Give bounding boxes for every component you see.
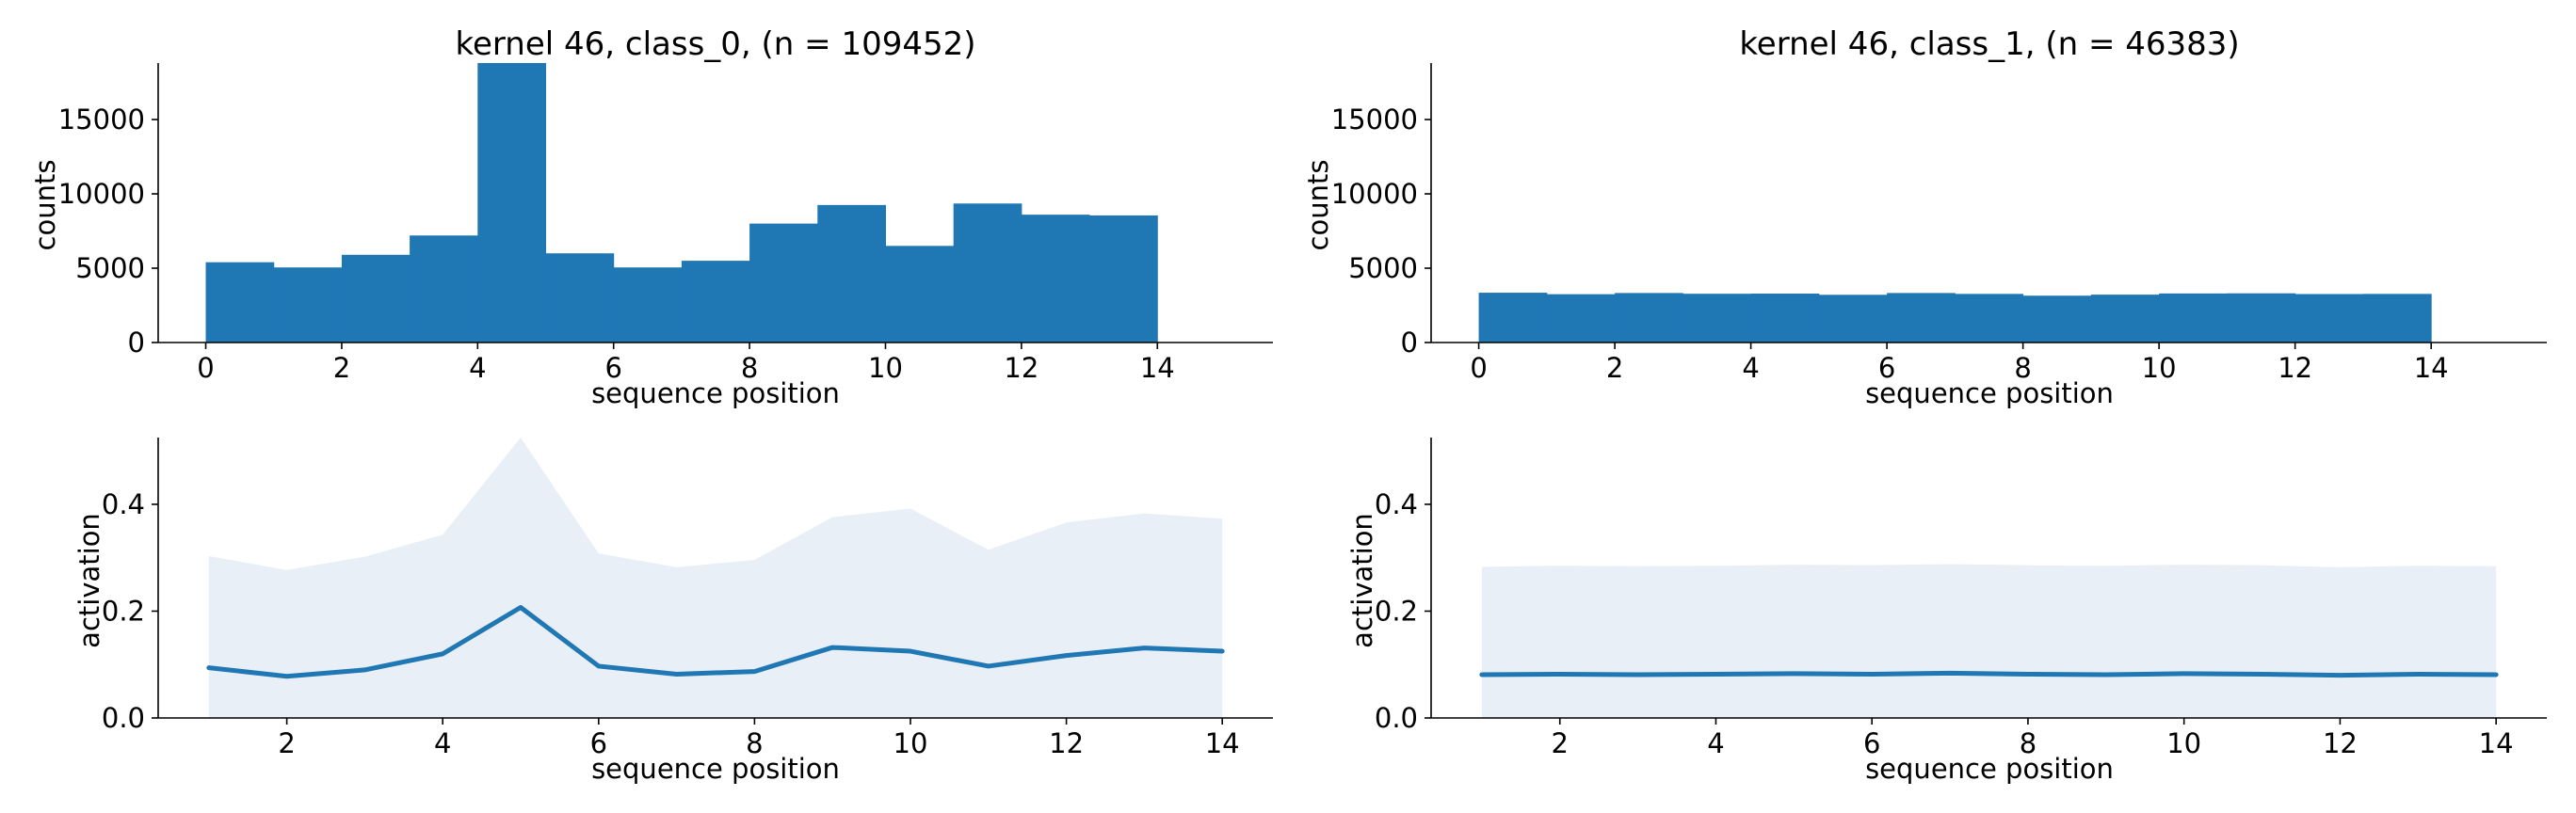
x-tick-label: 4 <box>1742 352 1759 384</box>
activation-band <box>1481 564 2497 718</box>
x-tick-label: 10 <box>2142 352 2177 384</box>
y-tick-label: 5000 <box>1348 252 1418 284</box>
panel-class0-activation: 2 4 6 8 10 12 14 0.0 0.2 0.4 sequence position ac… <box>73 438 1273 785</box>
plot-area: 0 2 4 6 8 10 12 14 0 5000 10000 15000 <box>58 63 1273 384</box>
histogram-bar <box>477 63 547 343</box>
histogram-bar <box>2159 293 2228 343</box>
y-tick-label: 0 <box>1401 327 1418 359</box>
y-tick-label: 0.2 <box>102 595 145 627</box>
y-tick-label: 15000 <box>58 104 145 136</box>
histogram-bar <box>1546 294 1616 343</box>
x-axis-label: sequence position <box>591 753 840 785</box>
panel-class1-activation: 2 4 6 8 10 12 14 0.0 0.2 0.4 sequence position ac… <box>1346 438 2547 785</box>
x-tick-label: 12 <box>1004 352 1038 384</box>
histogram-bar <box>1478 293 1548 343</box>
x-tick-label: 4 <box>469 352 486 384</box>
x-tick-label: 8 <box>2014 352 2031 384</box>
plot-area: 2 4 6 8 10 12 14 0.0 0.2 0.4 <box>1375 438 2547 759</box>
x-tick-label: 2 <box>333 352 350 384</box>
x-tick-label: 14 <box>1140 352 1175 384</box>
x-tick-label: 14 <box>2414 352 2449 384</box>
panel-class1-histogram: kernel 46, class_1, (n = 46383) 0 2 4 6 8 10 1… <box>1302 25 2547 409</box>
y-axis-label: counts <box>1302 160 1334 251</box>
histogram-bar <box>1682 294 1752 343</box>
x-tick-label: 8 <box>741 352 758 384</box>
y-tick-label: 0.0 <box>102 702 145 734</box>
histogram-bar <box>273 267 343 343</box>
x-tick-label: 2 <box>1606 352 1623 384</box>
histogram-bar <box>545 253 615 343</box>
x-axis-label: sequence position <box>1865 753 2114 785</box>
y-tick-label: 0.2 <box>1375 595 1418 627</box>
x-tick-label: 6 <box>1863 727 1880 759</box>
x-tick-label: 14 <box>2479 727 2514 759</box>
y-axis-label: activation <box>73 513 105 648</box>
histogram-bar <box>613 267 683 343</box>
y-axis-label: counts <box>29 160 61 251</box>
histogram-bar <box>1750 294 1820 343</box>
x-tick-label: 6 <box>1878 352 1895 384</box>
histogram-bar <box>1887 293 1956 343</box>
y-axis-label: activation <box>1346 513 1378 648</box>
activation-line <box>1479 670 2499 678</box>
histogram-bar <box>205 262 275 343</box>
y-tick-label: 0.0 <box>1375 702 1418 734</box>
histogram-bar <box>749 223 818 343</box>
x-axis-label: sequence position <box>1865 377 2114 409</box>
histogram-bar <box>1615 293 1683 343</box>
chart-title: kernel 46, class_1, (n = 46383) <box>1739 25 2239 63</box>
histogram-bar <box>2090 295 2160 343</box>
panel-class0-histogram: kernel 46, class_0, (n = 109452) 0 2 4 6 8 10… <box>29 25 1273 409</box>
x-tick-label: 6 <box>604 352 621 384</box>
x-tick-label: 6 <box>590 727 607 759</box>
histogram-bar <box>341 254 411 343</box>
plot-area: 0 2 4 6 8 10 12 14 0 5000 10000 15000 <box>1331 63 2547 384</box>
x-axis-label: sequence position <box>591 377 840 409</box>
x-tick-label: 8 <box>2020 727 2037 759</box>
x-tick-label: 14 <box>1205 727 1240 759</box>
y-tick-label: 15000 <box>1331 104 1418 136</box>
histogram-bar <box>1021 215 1090 343</box>
y-tick-label: 5000 <box>75 252 145 284</box>
histogram-bar <box>1955 294 2024 343</box>
histogram-bar <box>681 261 750 343</box>
y-tick-label: 10000 <box>1331 178 1418 210</box>
x-tick-label: 10 <box>894 727 928 759</box>
x-tick-label: 10 <box>2166 727 2201 759</box>
histogram-bar <box>2227 293 2296 343</box>
y-tick-label: 10000 <box>58 178 145 210</box>
x-tick-label: 2 <box>1552 727 1569 759</box>
y-tick-label: 0.4 <box>1375 488 1418 520</box>
histogram-bar <box>2022 295 2092 343</box>
histogram-bar <box>1818 295 1888 343</box>
x-tick-label: 2 <box>278 727 295 759</box>
histogram-bar <box>953 203 1022 343</box>
x-tick-label: 12 <box>1049 727 1084 759</box>
x-tick-label: 0 <box>1470 352 1487 384</box>
activation-line <box>206 605 1225 679</box>
x-tick-label: 8 <box>746 727 763 759</box>
x-tick-label: 12 <box>2323 727 2358 759</box>
x-tick-label: 0 <box>197 352 214 384</box>
chart-title: kernel 46, class_0, (n = 109452) <box>456 25 976 63</box>
x-tick-label: 4 <box>1707 727 1724 759</box>
histogram-bar <box>1089 215 1158 343</box>
histogram-bar <box>410 235 478 343</box>
histogram-bar <box>2362 294 2432 343</box>
y-tick-label: 0.4 <box>102 488 145 520</box>
x-tick-label: 10 <box>868 352 903 384</box>
plot-area: 2 4 6 8 10 12 14 0.0 0.2 0.4 <box>102 438 1273 759</box>
histogram-bar <box>817 204 886 343</box>
y-tick-label: 0 <box>128 327 145 359</box>
x-tick-label: 4 <box>434 727 451 759</box>
x-tick-label: 12 <box>2278 352 2312 384</box>
histogram-bar <box>2294 294 2364 343</box>
activation-band <box>208 438 1223 718</box>
histogram-bar <box>885 246 955 343</box>
